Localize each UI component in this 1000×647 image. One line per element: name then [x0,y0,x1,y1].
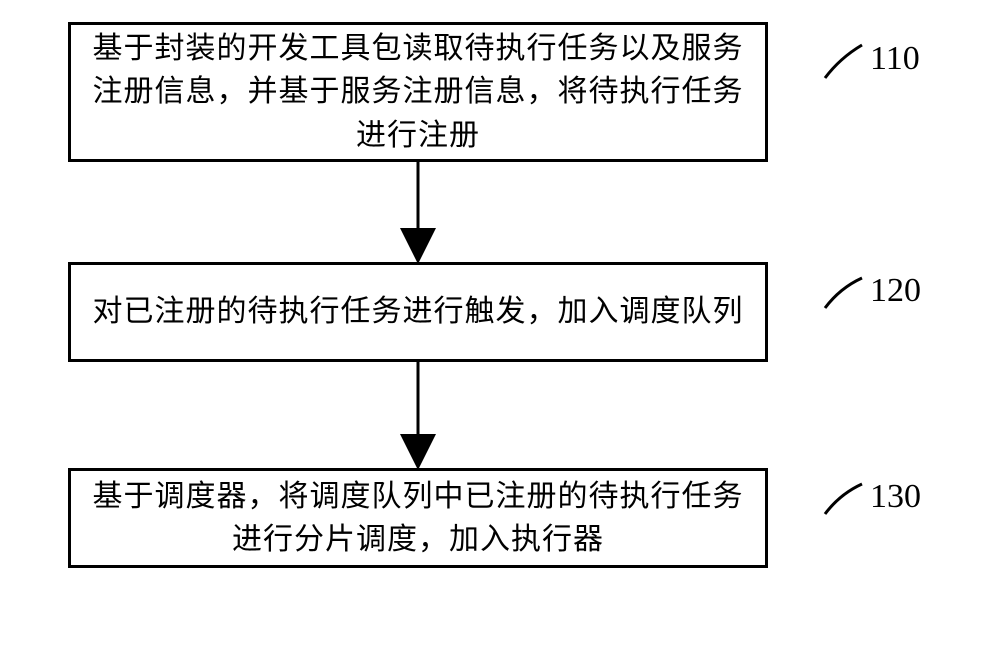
flow-step-130: 基于调度器，将调度队列中已注册的待执行任务进行分片调度，加入执行器 [68,468,768,568]
label-connector-130 [825,484,862,514]
flow-step-110-text: 基于封装的开发工具包读取待执行任务以及服务注册信息，并基于服务注册信息，将待执行… [91,27,745,158]
flow-step-130-label: 130 [870,478,921,516]
flow-step-120-label: 120 [870,272,921,310]
flow-step-120: 对已注册的待执行任务进行触发，加入调度队列 [68,262,768,362]
flow-step-110-label: 110 [870,40,920,78]
flow-step-130-text: 基于调度器，将调度队列中已注册的待执行任务进行分片调度，加入执行器 [91,475,745,562]
flow-step-110: 基于封装的开发工具包读取待执行任务以及服务注册信息，并基于服务注册信息，将待执行… [68,22,768,162]
label-connector-110 [825,45,862,78]
flow-step-120-text: 对已注册的待执行任务进行触发，加入调度队列 [93,290,744,334]
label-connector-120 [825,278,862,308]
flowchart-canvas: 基于封装的开发工具包读取待执行任务以及服务注册信息，并基于服务注册信息，将待执行… [0,0,1000,647]
